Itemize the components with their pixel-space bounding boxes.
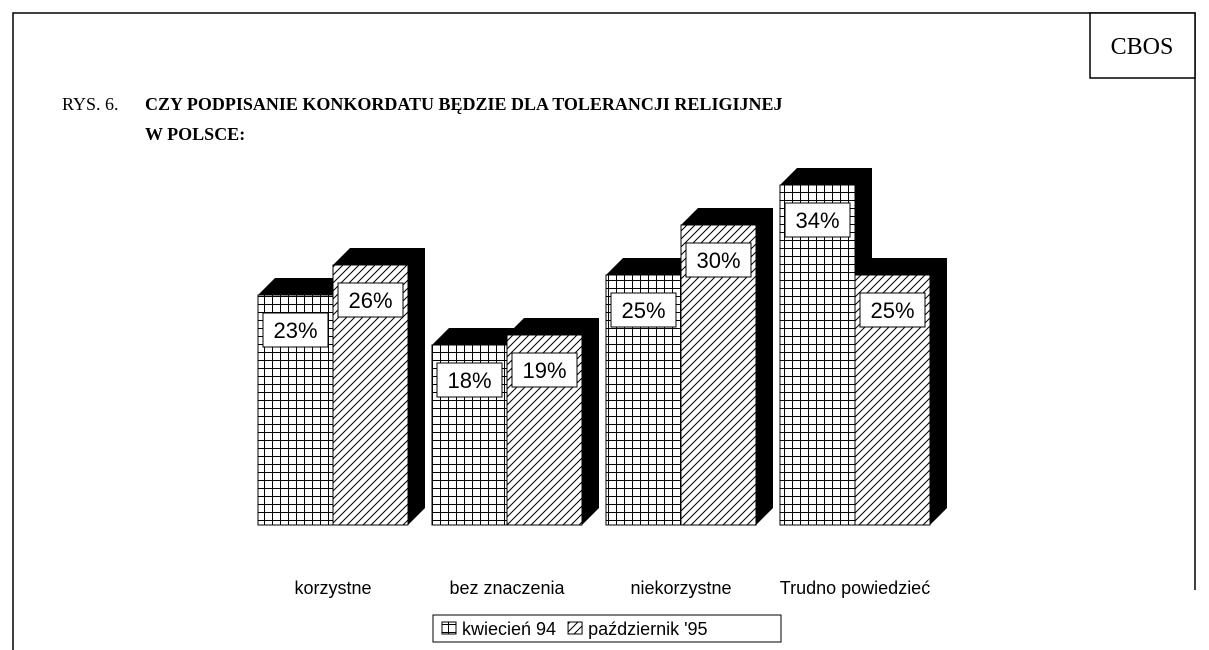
x-tick-label: niekorzystne	[630, 578, 731, 598]
legend-label: kwiecień 94	[462, 619, 556, 639]
figure-label: RYS. 6.	[62, 94, 119, 114]
bar	[779, 184, 856, 526]
value-label-box	[859, 292, 926, 328]
value-label: 19%	[522, 358, 566, 383]
chart-title: CZY PODPISANIE KONKORDATU BĘDZIE DLA TOL…	[145, 94, 782, 114]
chart-title: W POLSCE:	[145, 124, 245, 144]
value-label: 34%	[795, 208, 839, 233]
legend-swatch	[441, 621, 457, 635]
value-label: 18%	[447, 368, 491, 393]
value-label: 30%	[696, 248, 740, 273]
x-tick-label: bez znaczenia	[449, 578, 565, 598]
legend	[432, 614, 782, 643]
value-label-box	[511, 352, 578, 388]
x-tick-label: Trudno powiedzieć	[780, 578, 930, 598]
x-tick-label: korzystne	[294, 578, 371, 598]
source-box	[1089, 12, 1196, 79]
value-label: 25%	[621, 298, 665, 323]
value-label: 26%	[348, 288, 392, 313]
value-label-box	[262, 312, 329, 348]
legend-swatch	[567, 621, 583, 635]
frame	[12, 12, 1196, 650]
value-label-box	[610, 292, 677, 328]
bar-depth	[681, 208, 773, 525]
bar-depth	[507, 318, 599, 525]
bar-depth	[333, 248, 425, 525]
source: CBOS	[1111, 34, 1174, 60]
value-label-box	[337, 282, 404, 318]
value-label: 25%	[870, 298, 914, 323]
value-label-box	[436, 362, 503, 398]
value-label-box	[685, 242, 752, 278]
legend-label: październik '95	[588, 619, 708, 639]
bar-depth	[855, 258, 947, 525]
value-label: 23%	[273, 318, 317, 343]
value-label-box	[784, 202, 851, 238]
